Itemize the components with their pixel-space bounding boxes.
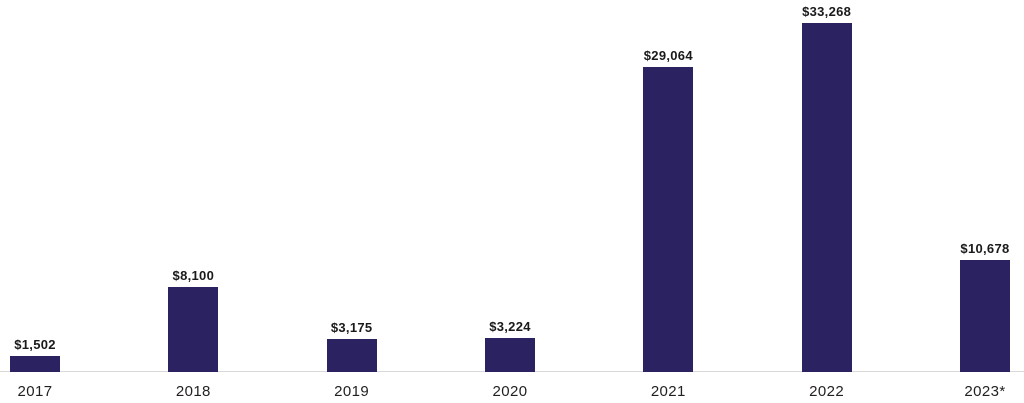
bar-value-label: $3,175 bbox=[330, 320, 373, 335]
bar bbox=[168, 287, 219, 372]
x-axis-tick: 2021 bbox=[633, 372, 703, 403]
bar-column: $3,224 2020 bbox=[475, 0, 545, 403]
x-axis-tick-label: 2023* bbox=[964, 383, 1006, 400]
bar-column: $33,268 2022 bbox=[792, 0, 862, 403]
bar-column: $1,502 2017 bbox=[0, 0, 70, 403]
bar bbox=[643, 67, 694, 372]
bar-value-label: $1,502 bbox=[14, 337, 56, 352]
bar-column: $3,175 2019 bbox=[317, 0, 387, 403]
x-axis-tick-label: 2018 bbox=[175, 383, 211, 400]
x-axis-tick: 2019 bbox=[317, 372, 387, 403]
x-axis-tick: 2022 bbox=[792, 372, 862, 403]
bar bbox=[484, 338, 535, 372]
bar-value-label: $3,224 bbox=[489, 319, 531, 334]
bar-value-label: $8,100 bbox=[172, 268, 215, 283]
bar-value-label: $10,678 bbox=[960, 241, 1010, 256]
x-axis-tick: 2020 bbox=[475, 372, 545, 403]
x-axis-tick: 2017 bbox=[0, 372, 70, 403]
bar bbox=[801, 23, 852, 372]
bar-value-label: $33,268 bbox=[802, 4, 852, 19]
x-axis-tick-label: 2017 bbox=[17, 383, 53, 400]
x-axis-tick-label: 2022 bbox=[809, 383, 845, 400]
x-axis-tick: 2023* bbox=[950, 372, 1020, 403]
x-axis-tick: 2018 bbox=[158, 372, 228, 403]
bar-column: $8,100 2018 bbox=[158, 0, 228, 403]
bar bbox=[326, 339, 377, 372]
bar bbox=[10, 356, 60, 372]
bar-column: $29,064 2021 bbox=[633, 0, 703, 403]
bar-column: $10,678 2023* bbox=[950, 0, 1020, 403]
bar bbox=[959, 260, 1010, 372]
x-axis-tick-label: 2019 bbox=[334, 383, 370, 400]
bar-value-label: $29,064 bbox=[643, 48, 693, 63]
x-axis-tick-label: 2020 bbox=[492, 383, 528, 400]
x-axis-tick-label: 2021 bbox=[650, 383, 686, 400]
